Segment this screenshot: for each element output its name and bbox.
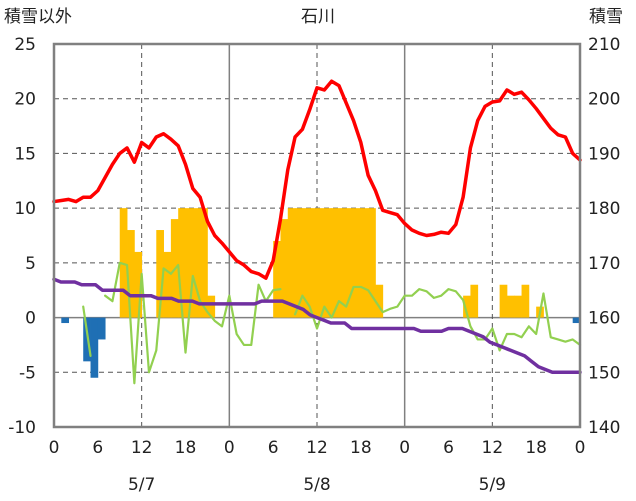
y-right-tick-label: 180 — [588, 199, 620, 219]
x-tick-label: 18 — [525, 438, 547, 458]
y-right-tick-label: 150 — [588, 363, 620, 383]
sunshine-bar — [331, 208, 340, 318]
x-tick-label: 12 — [306, 438, 328, 458]
y-left-tick-label: -5 — [19, 363, 36, 383]
x-tick-label: 12 — [131, 438, 153, 458]
tick-labels: 2520151050-5-102102001901801701601501400… — [8, 35, 620, 495]
sunshine-bar — [156, 230, 164, 318]
sunshine-bar — [353, 208, 362, 318]
x-tick-label: 0 — [49, 438, 60, 458]
y-left-tick-label: 20 — [14, 90, 36, 110]
sunshine-bar — [309, 208, 318, 318]
sunshine-bar — [273, 240, 281, 318]
x-tick-label: 18 — [175, 438, 197, 458]
sunshine-bar — [463, 295, 471, 318]
x-tick-label: 18 — [350, 438, 372, 458]
sunshine-bar — [295, 208, 303, 318]
sunshine-bar — [368, 208, 376, 318]
sunshine-bar — [163, 251, 172, 318]
sunshine-bar — [119, 208, 128, 318]
wind-line — [82, 261, 582, 385]
sunshine-bar — [514, 295, 522, 318]
x-tick-label: 6 — [92, 438, 103, 458]
sunshine-bar — [287, 208, 296, 318]
x-tick-label: 6 — [443, 438, 454, 458]
y-left-tick-label: 5 — [25, 254, 36, 274]
sunshine-bar — [324, 208, 333, 318]
x-tick-label: 0 — [575, 438, 586, 458]
sunshine-bar — [134, 251, 143, 318]
y-left-tick-label: 10 — [14, 199, 36, 219]
y-right-axis-label: 積雪 — [589, 7, 623, 27]
sunshine-bar — [207, 295, 216, 318]
sunshine-bar — [346, 208, 354, 318]
y-right-tick-label: 170 — [588, 254, 620, 274]
x-day-label: 5/8 — [303, 475, 330, 495]
y-left-tick-label: 0 — [25, 309, 36, 329]
sunshine-bar — [360, 208, 369, 318]
y-left-tick-label: -10 — [8, 418, 36, 438]
sunshine-bar — [317, 208, 325, 318]
x-tick-label: 6 — [268, 438, 279, 458]
sunshine-bar — [200, 208, 208, 318]
precip_or_change-bar — [90, 317, 99, 378]
sunshine-bar — [521, 284, 530, 318]
bar-series — [61, 208, 581, 378]
y-left-axis-label: 積雪以外 — [4, 7, 72, 27]
sunshine-bar — [185, 208, 194, 318]
sunshine-bar — [499, 284, 508, 318]
sunshine-bar — [178, 208, 186, 318]
snow_depth-line — [52, 277, 582, 375]
temperature-line — [52, 79, 582, 280]
plot-frame — [52, 42, 582, 429]
sunshine-bar — [470, 284, 479, 318]
sunshine-bar — [127, 230, 135, 318]
y-right-tick-label: 160 — [588, 309, 620, 329]
x-tick-label: 12 — [482, 438, 504, 458]
x-tick-label: 0 — [224, 438, 235, 458]
sunshine-bar — [302, 208, 311, 318]
precip_or_change-bar — [61, 317, 70, 324]
x-day-label: 5/7 — [128, 475, 155, 495]
y-right-tick-label: 190 — [588, 144, 620, 164]
sunshine-bar — [506, 295, 515, 318]
y-right-tick-label: 140 — [588, 418, 620, 438]
x-tick-label: 0 — [399, 438, 410, 458]
sunshine-bar — [192, 208, 201, 318]
sunshine-bar — [280, 219, 289, 318]
precip_or_change-bar — [97, 317, 106, 340]
chart-title: 石川 — [301, 7, 335, 27]
y-right-tick-label: 210 — [588, 35, 620, 55]
line-series — [52, 79, 582, 385]
y-left-tick-label: 25 — [14, 35, 36, 55]
precip_or_change-bar — [572, 317, 581, 324]
x-day-label: 5/9 — [479, 475, 506, 495]
y-right-tick-label: 200 — [588, 90, 620, 110]
y-left-tick-label: 15 — [14, 144, 36, 164]
sunshine-bar — [338, 208, 347, 318]
sunshine-bar — [375, 284, 384, 318]
